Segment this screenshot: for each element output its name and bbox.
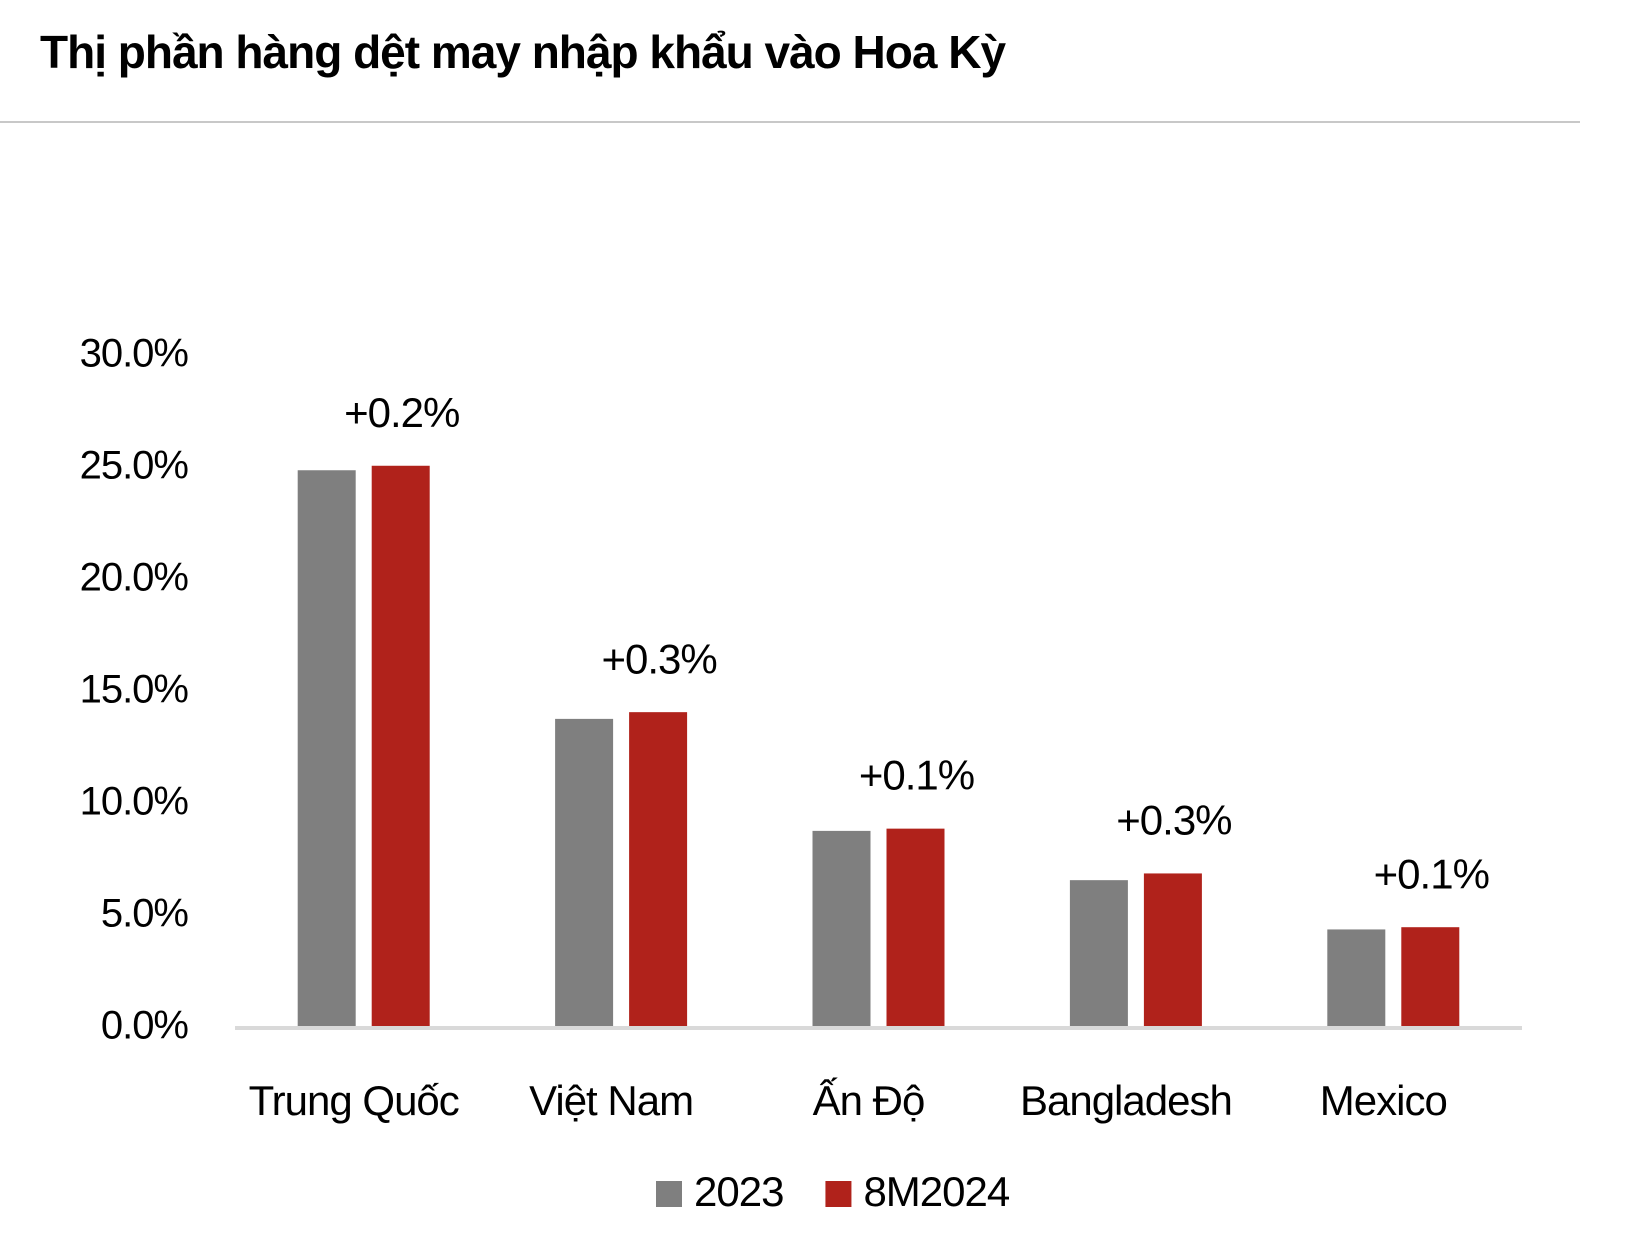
y-tick-label: 20.0% [80, 556, 189, 600]
y-tick-label: 25.0% [80, 444, 189, 488]
bar [371, 465, 430, 1028]
chart-title: Thị phần hàng dệt may nhập khẩu vào Hoa … [40, 26, 1006, 78]
y-tick-label: 30.0% [80, 332, 189, 376]
bar [629, 712, 688, 1028]
bar [1327, 929, 1386, 1028]
legend-label: 8M2024 [863, 1168, 1009, 1215]
annotation: +0.1% [1374, 850, 1489, 897]
annotation: +0.3% [601, 635, 716, 682]
x-tick-label: Bangladesh [1020, 1077, 1232, 1124]
x-tick-label: Mexico [1320, 1077, 1447, 1124]
bar [1143, 873, 1202, 1028]
y-tick-label: 5.0% [101, 892, 189, 936]
x-tick-label: Việt Nam [529, 1077, 693, 1124]
x-tick-label: Trung Quốc [249, 1077, 459, 1124]
bar [297, 470, 356, 1028]
x-tick-label: Ấn Độ [813, 1077, 925, 1124]
legend-label: 2023 [694, 1168, 783, 1215]
annotation: +0.2% [344, 389, 459, 436]
bar [1401, 927, 1460, 1028]
legend-swatch [825, 1181, 852, 1207]
y-tick-label: 10.0% [80, 780, 189, 824]
y-tick-label: 0.0% [101, 1004, 189, 1048]
annotation: +0.1% [859, 752, 974, 799]
bar [555, 718, 614, 1028]
legend-swatch [656, 1181, 682, 1207]
annotation: +0.3% [1116, 797, 1231, 844]
bar [1069, 880, 1128, 1028]
y-tick-label: 15.0% [80, 668, 189, 712]
bar [886, 828, 945, 1028]
bar [812, 830, 871, 1028]
